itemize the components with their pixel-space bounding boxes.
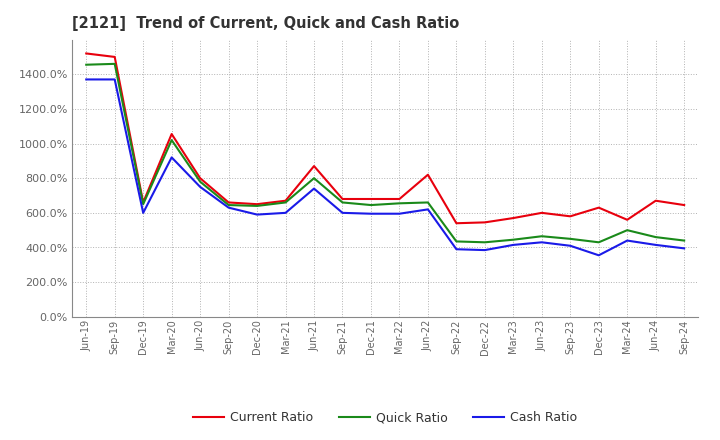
Quick Ratio [139, 202, 148, 207]
Quick Ratio [566, 236, 575, 242]
Cash Ratio [310, 186, 318, 191]
Current Ratio [225, 200, 233, 205]
Cash Ratio [167, 155, 176, 160]
Current Ratio [196, 176, 204, 181]
Current Ratio [338, 196, 347, 202]
Cash Ratio [338, 210, 347, 216]
Quick Ratio [338, 200, 347, 205]
Quick Ratio [253, 203, 261, 209]
Current Ratio [509, 216, 518, 221]
Current Ratio [652, 198, 660, 203]
Legend: Current Ratio, Quick Ratio, Cash Ratio: Current Ratio, Quick Ratio, Cash Ratio [188, 406, 582, 429]
Current Ratio [480, 220, 489, 225]
Quick Ratio [225, 202, 233, 208]
Current Ratio [139, 200, 148, 205]
Quick Ratio [167, 137, 176, 143]
Cash Ratio [452, 246, 461, 252]
Current Ratio [566, 214, 575, 219]
Cash Ratio [537, 240, 546, 245]
Quick Ratio [282, 200, 290, 205]
Cash Ratio [652, 242, 660, 248]
Cash Ratio [566, 243, 575, 249]
Cash Ratio [282, 210, 290, 216]
Current Ratio [167, 132, 176, 137]
Cash Ratio [139, 210, 148, 216]
Line: Current Ratio: Current Ratio [86, 53, 684, 223]
Quick Ratio [310, 176, 318, 181]
Cash Ratio [196, 184, 204, 190]
Quick Ratio [82, 62, 91, 67]
Quick Ratio [452, 239, 461, 244]
Current Ratio [282, 198, 290, 203]
Cash Ratio [395, 211, 404, 216]
Current Ratio [680, 202, 688, 208]
Current Ratio [110, 54, 119, 59]
Cash Ratio [366, 211, 375, 216]
Current Ratio [253, 202, 261, 207]
Quick Ratio [652, 235, 660, 240]
Quick Ratio [480, 240, 489, 245]
Quick Ratio [395, 201, 404, 206]
Cash Ratio [680, 246, 688, 251]
Cash Ratio [480, 247, 489, 253]
Current Ratio [623, 217, 631, 222]
Cash Ratio [253, 212, 261, 217]
Line: Quick Ratio: Quick Ratio [86, 64, 684, 242]
Current Ratio [310, 163, 318, 169]
Quick Ratio [366, 202, 375, 208]
Quick Ratio [196, 179, 204, 184]
Line: Cash Ratio: Cash Ratio [86, 80, 684, 255]
Cash Ratio [82, 77, 91, 82]
Current Ratio [595, 205, 603, 210]
Current Ratio [366, 196, 375, 202]
Quick Ratio [110, 61, 119, 66]
Current Ratio [82, 51, 91, 56]
Cash Ratio [423, 207, 432, 212]
Cash Ratio [595, 253, 603, 258]
Current Ratio [423, 172, 432, 177]
Quick Ratio [509, 237, 518, 242]
Current Ratio [537, 210, 546, 216]
Quick Ratio [680, 238, 688, 243]
Quick Ratio [595, 240, 603, 245]
Cash Ratio [225, 205, 233, 210]
Cash Ratio [509, 242, 518, 248]
Current Ratio [395, 196, 404, 202]
Quick Ratio [423, 200, 432, 205]
Current Ratio [452, 220, 461, 226]
Cash Ratio [623, 238, 631, 243]
Cash Ratio [110, 77, 119, 82]
Quick Ratio [537, 234, 546, 239]
Quick Ratio [623, 227, 631, 233]
Text: [2121]  Trend of Current, Quick and Cash Ratio: [2121] Trend of Current, Quick and Cash … [72, 16, 459, 32]
